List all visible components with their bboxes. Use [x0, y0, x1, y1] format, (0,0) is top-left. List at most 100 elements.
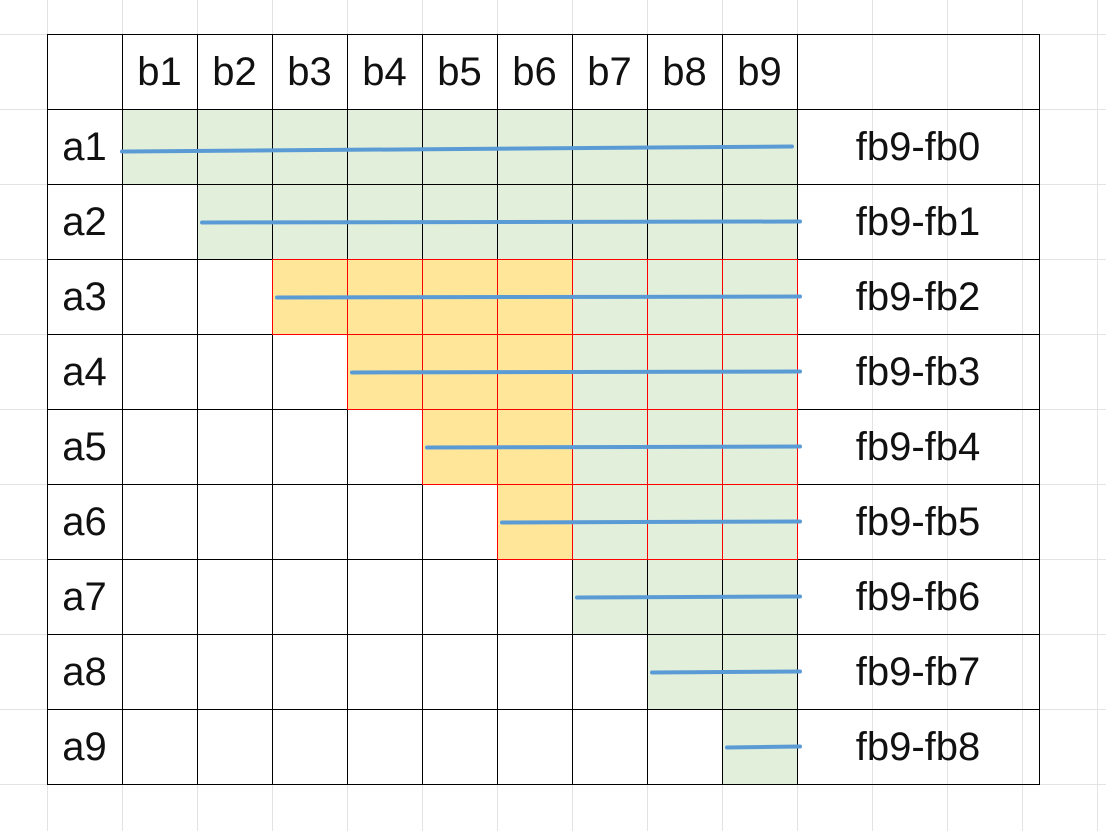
cell-a3-b9[interactable]	[722, 259, 797, 334]
cell-a6-b6[interactable]	[497, 484, 572, 559]
cell-a5-b7[interactable]	[572, 409, 647, 484]
column-header-b4[interactable]: b4	[362, 49, 407, 94]
row-label-a7[interactable]: fb9-fb6	[855, 574, 981, 619]
row-label-a4[interactable]: fb9-fb3	[855, 349, 981, 394]
cell-a2-b4[interactable]	[347, 184, 422, 259]
red-border-line	[422, 334, 423, 410]
red-border-line	[572, 259, 573, 335]
red-border-line	[722, 334, 798, 335]
cell-a5-b9[interactable]	[722, 409, 797, 484]
column-header-b3[interactable]: b3	[287, 49, 332, 94]
cell-a7-b7[interactable]	[572, 559, 647, 634]
cell-a3-b4[interactable]	[347, 259, 422, 334]
cell-a1-b6[interactable]	[497, 109, 572, 184]
cell-a2-b9[interactable]	[722, 184, 797, 259]
cell-a9-b9[interactable]	[722, 709, 797, 784]
row-header-a8[interactable]: a8	[62, 649, 107, 694]
row-label-a2[interactable]: fb9-fb1	[855, 199, 981, 244]
cell-a4-b8[interactable]	[647, 334, 722, 409]
cell-a6-b7[interactable]	[572, 484, 647, 559]
cell-a4-b4[interactable]	[347, 334, 422, 409]
column-header-b8[interactable]: b8	[662, 49, 707, 94]
row-header-a7[interactable]: a7	[62, 574, 107, 619]
cell-a1-b3[interactable]	[272, 109, 347, 184]
cell-a8-b9[interactable]	[722, 634, 797, 709]
cell-a2-b5[interactable]	[422, 184, 497, 259]
row-header-a3[interactable]: a3	[62, 274, 107, 319]
cell-a3-b6[interactable]	[497, 259, 572, 334]
cell-a4-b6[interactable]	[497, 334, 572, 409]
red-border-line	[347, 259, 348, 335]
row-header-a4[interactable]: a4	[62, 349, 107, 394]
cell-a4-b5[interactable]	[422, 334, 497, 409]
cell-a2-b3[interactable]	[272, 184, 347, 259]
cell-a5-b8[interactable]	[647, 409, 722, 484]
red-border-line	[647, 484, 648, 560]
red-border-line	[422, 409, 498, 410]
row-header-a5[interactable]: a5	[62, 424, 107, 469]
cell-a1-b7[interactable]	[572, 109, 647, 184]
grid-horizontal-line	[47, 784, 1040, 785]
cell-a2-b7[interactable]	[572, 184, 647, 259]
cell-a1-b9[interactable]	[722, 109, 797, 184]
cell-a4-b7[interactable]	[572, 334, 647, 409]
cell-a3-b5[interactable]	[422, 259, 497, 334]
row-header-a9[interactable]: a9	[62, 724, 107, 769]
row-label-a1[interactable]: fb9-fb0	[855, 124, 981, 169]
red-border-line	[797, 259, 798, 335]
column-header-b5[interactable]: b5	[437, 49, 482, 94]
cell-a1-b8[interactable]	[647, 109, 722, 184]
cell-a3-b8[interactable]	[647, 259, 722, 334]
row-header-a2[interactable]: a2	[62, 199, 107, 244]
red-border-line	[722, 409, 723, 485]
cell-a1-b1[interactable]	[122, 109, 197, 184]
row-header-a1[interactable]: a1	[62, 124, 107, 169]
cell-a7-b9[interactable]	[722, 559, 797, 634]
red-border-line	[497, 559, 573, 560]
column-header-b9[interactable]: b9	[737, 49, 782, 94]
row-label-a9[interactable]: fb9-fb8	[855, 724, 981, 769]
cell-a7-b8[interactable]	[647, 559, 722, 634]
red-border-line	[722, 484, 723, 560]
red-border-line	[422, 484, 498, 485]
red-border-line	[497, 409, 498, 485]
red-border-line	[722, 259, 723, 335]
cell-a2-b2[interactable]	[197, 184, 272, 259]
cell-a3-b7[interactable]	[572, 259, 647, 334]
cell-a4-b9[interactable]	[722, 334, 797, 409]
red-border-line	[347, 334, 423, 335]
cell-a3-b3[interactable]	[272, 259, 347, 334]
cell-a5-b5[interactable]	[422, 409, 497, 484]
column-header-b1[interactable]: b1	[137, 49, 182, 94]
cell-a6-b8[interactable]	[647, 484, 722, 559]
red-border-line	[797, 484, 798, 560]
red-border-line	[647, 259, 648, 335]
row-label-a5[interactable]: fb9-fb4	[855, 424, 981, 469]
cell-a1-b2[interactable]	[197, 109, 272, 184]
red-border-line	[797, 409, 798, 485]
red-border-line	[722, 484, 798, 485]
cell-a1-b5[interactable]	[422, 109, 497, 184]
red-border-line	[647, 259, 723, 260]
column-header-b6[interactable]: b6	[512, 49, 557, 94]
cell-a6-b9[interactable]	[722, 484, 797, 559]
grid-horizontal-line	[47, 34, 1040, 35]
cell-a5-b6[interactable]	[497, 409, 572, 484]
red-border-line	[572, 484, 573, 560]
red-border-line	[497, 484, 498, 560]
row-header-a6[interactable]: a6	[62, 499, 107, 544]
row-label-a6[interactable]: fb9-fb5	[855, 499, 981, 544]
cell-a2-b8[interactable]	[647, 184, 722, 259]
red-border-line	[797, 334, 798, 410]
red-border-line	[497, 259, 498, 335]
cell-a8-b8[interactable]	[647, 634, 722, 709]
column-header-b2[interactable]: b2	[212, 49, 257, 94]
red-border-line	[422, 409, 423, 485]
row-label-a8[interactable]: fb9-fb7	[855, 649, 981, 694]
grid-horizontal-line	[47, 634, 1040, 635]
column-header-b7[interactable]: b7	[587, 49, 632, 94]
cell-a2-b6[interactable]	[497, 184, 572, 259]
row-label-a3[interactable]: fb9-fb2	[855, 274, 981, 319]
cell-a1-b4[interactable]	[347, 109, 422, 184]
